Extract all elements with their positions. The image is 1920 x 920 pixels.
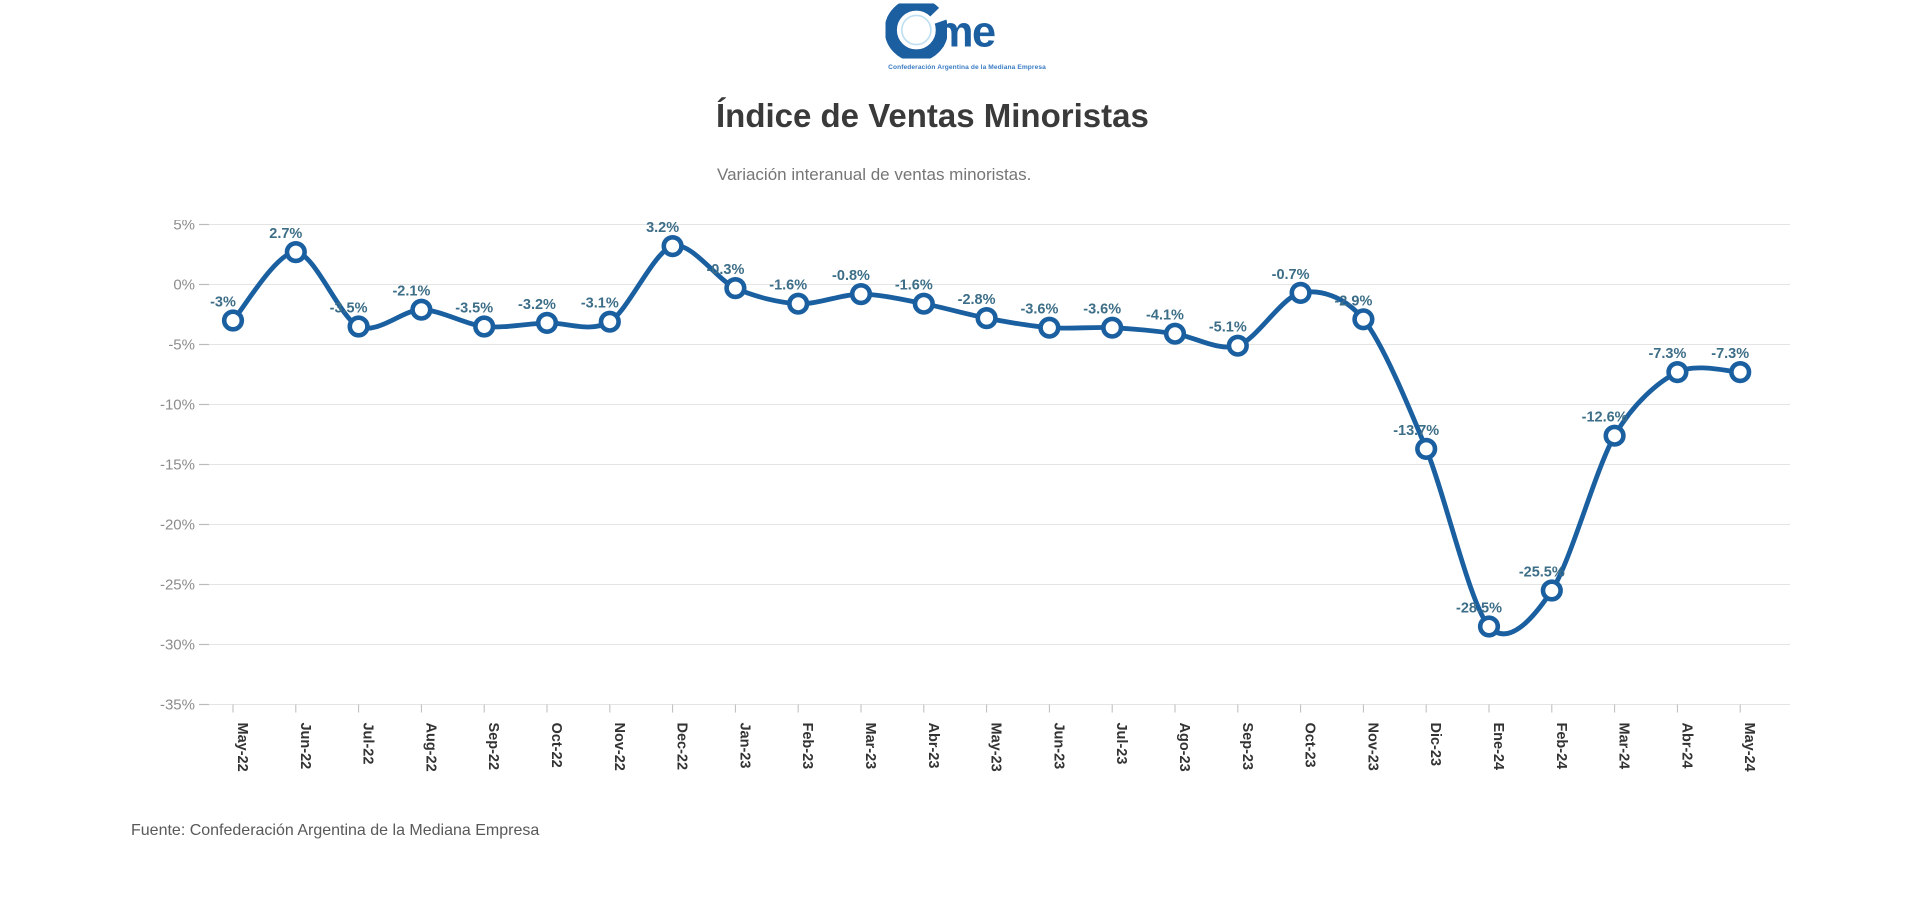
svg-text:-7.3%: -7.3%	[1648, 346, 1686, 362]
svg-text:Aug-22: Aug-22	[422, 723, 438, 772]
svg-text:-1.6%: -1.6%	[895, 278, 933, 294]
svg-text:0%: 0%	[173, 277, 195, 294]
svg-text:-3.2%: -3.2%	[518, 297, 556, 313]
svg-text:-2.8%: -2.8%	[958, 292, 996, 308]
svg-text:Abr-24: Abr-24	[1678, 723, 1694, 769]
svg-text:-3.5%: -3.5%	[455, 301, 493, 317]
svg-text:-3.1%: -3.1%	[581, 296, 619, 312]
svg-text:Abr-23: Abr-23	[925, 723, 941, 769]
svg-text:May-22: May-22	[234, 723, 250, 772]
svg-text:-2.9%: -2.9%	[1334, 293, 1372, 309]
svg-text:Ago-23: Ago-23	[1176, 723, 1192, 772]
svg-text:-3.6%: -3.6%	[1083, 302, 1121, 318]
svg-text:May-23: May-23	[988, 723, 1004, 772]
svg-text:-10%: -10%	[160, 397, 195, 414]
svg-text:Feb-23: Feb-23	[799, 723, 815, 770]
svg-text:Feb-24: Feb-24	[1553, 723, 1569, 770]
svg-text:-30%: -30%	[160, 637, 195, 654]
svg-text:-7.3%: -7.3%	[1711, 346, 1749, 362]
svg-text:5%: 5%	[173, 220, 195, 234]
svg-text:-12.6%: -12.6%	[1582, 410, 1628, 426]
svg-text:-4.1%: -4.1%	[1146, 308, 1184, 324]
svg-text:-20%: -20%	[160, 517, 195, 534]
svg-text:Jul-22: Jul-22	[360, 723, 376, 765]
svg-text:Dec-22: Dec-22	[674, 723, 690, 771]
svg-text:-0.8%: -0.8%	[832, 268, 870, 284]
svg-text:-28.5%: -28.5%	[1456, 601, 1502, 617]
svg-text:3.2%: 3.2%	[646, 220, 679, 236]
svg-text:-1.6%: -1.6%	[769, 278, 807, 294]
svg-text:Mar-23: Mar-23	[862, 723, 878, 770]
svg-text:Jun-23: Jun-23	[1050, 723, 1066, 770]
svg-text:-25.5%: -25.5%	[1519, 565, 1565, 581]
svg-text:-35%: -35%	[160, 697, 195, 714]
svg-text:Jun-22: Jun-22	[297, 723, 313, 770]
svg-text:-2.1%: -2.1%	[392, 284, 430, 300]
svg-text:Nov-22: Nov-22	[611, 723, 627, 771]
svg-text:-25%: -25%	[160, 577, 195, 594]
svg-text:Ene-24: Ene-24	[1490, 723, 1506, 771]
svg-text:me: me	[935, 9, 995, 57]
svg-text:-3%: -3%	[210, 295, 236, 311]
svg-text:May-24: May-24	[1741, 723, 1757, 772]
svg-text:2.7%: 2.7%	[269, 226, 302, 242]
svg-text:-0.3%: -0.3%	[706, 262, 744, 278]
svg-text:Dic-23: Dic-23	[1427, 723, 1443, 767]
svg-text:-5%: -5%	[168, 337, 195, 354]
svg-text:Jul-23: Jul-23	[1113, 723, 1129, 765]
svg-text:-3.5%: -3.5%	[330, 301, 368, 317]
svg-text:Mar-24: Mar-24	[1616, 723, 1632, 770]
svg-text:Oct-23: Oct-23	[1302, 723, 1318, 768]
svg-text:Sep-22: Sep-22	[485, 723, 501, 771]
svg-text:-5.1%: -5.1%	[1209, 320, 1247, 336]
svg-text:Jan-23: Jan-23	[736, 723, 752, 769]
svg-text:-13.7%: -13.7%	[1393, 423, 1439, 439]
svg-text:-0.7%: -0.7%	[1272, 267, 1310, 283]
svg-text:-3.6%: -3.6%	[1020, 302, 1058, 318]
svg-text:-15%: -15%	[160, 457, 195, 474]
svg-text:Nov-23: Nov-23	[1364, 723, 1380, 771]
svg-text:Oct-22: Oct-22	[548, 723, 564, 768]
svg-text:Sep-23: Sep-23	[1239, 723, 1255, 771]
